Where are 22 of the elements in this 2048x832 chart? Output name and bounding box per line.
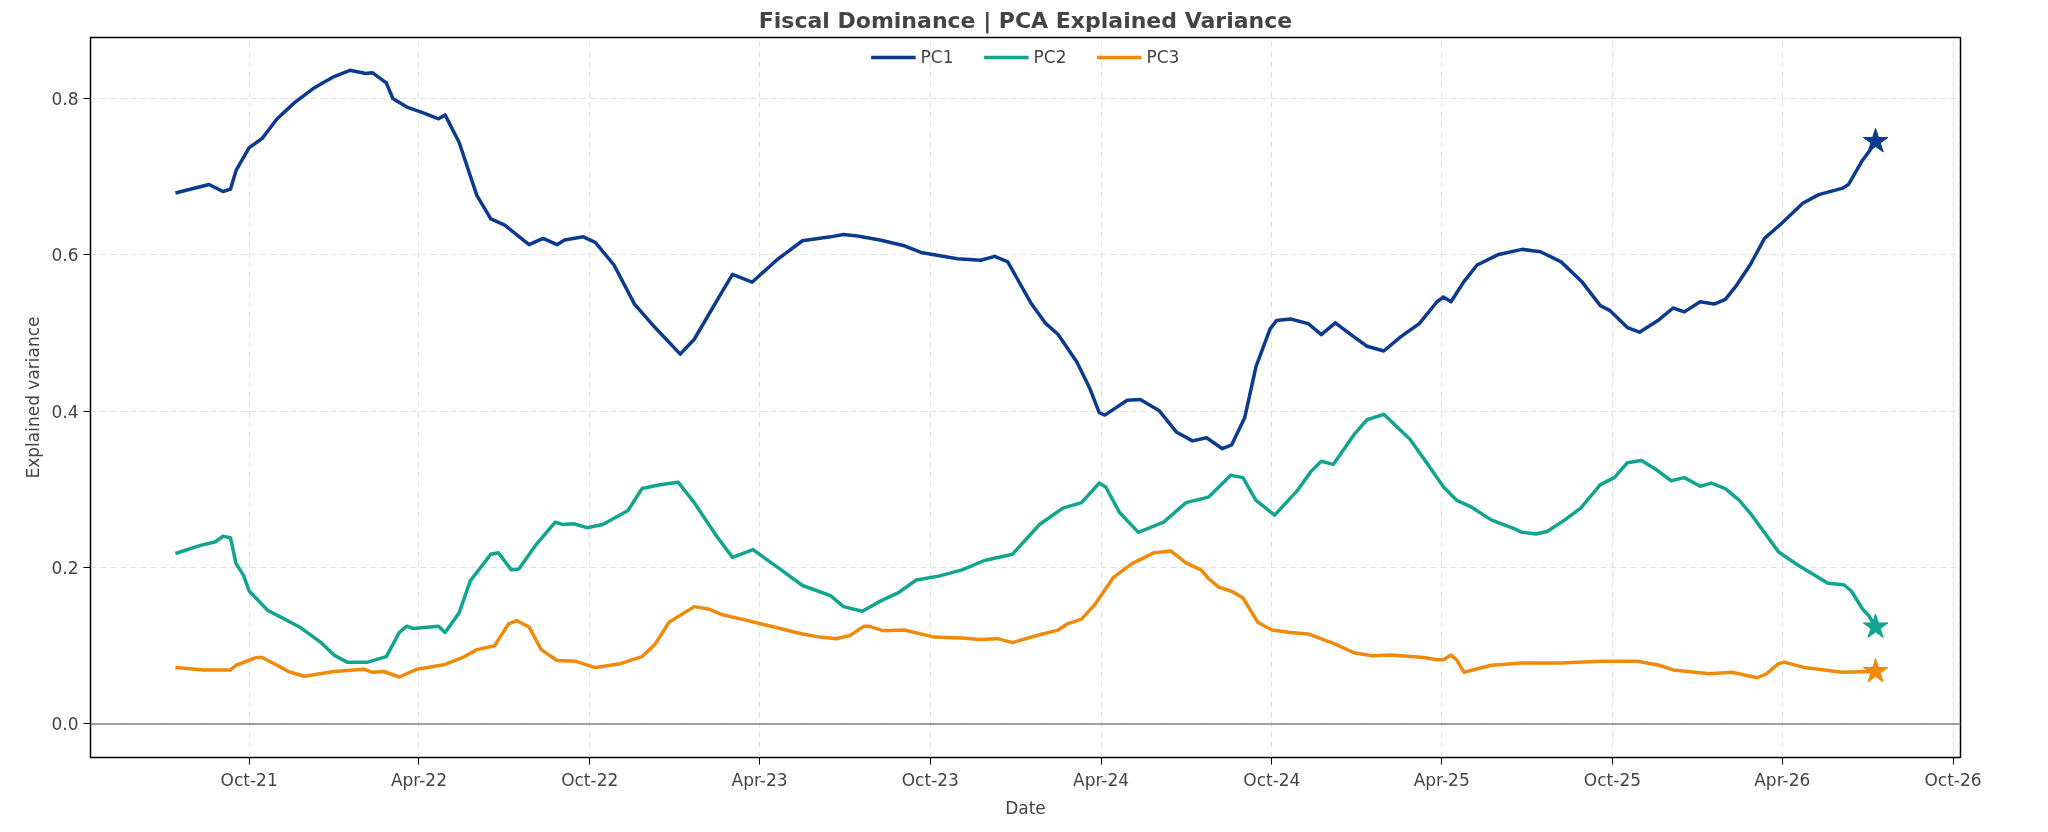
x-tick-label: Apr-24 [1073, 769, 1130, 790]
y-tick-label: 0.6 [51, 245, 79, 266]
x-axis-title: Date [1005, 797, 1046, 818]
legend-label: PC3 [1146, 47, 1180, 67]
y-tick-label: 0.8 [51, 88, 79, 109]
x-tick-label: Apr-23 [731, 769, 788, 790]
y-tick-label: 0.4 [51, 401, 79, 422]
y-tick-label: 0.0 [51, 714, 79, 735]
x-tick-label: Apr-26 [1754, 769, 1811, 790]
y-axis-title: Explained variance [23, 316, 44, 479]
x-tick-label: Oct-23 [901, 769, 959, 790]
x-tick-label: Oct-24 [1243, 769, 1301, 790]
x-tick-label: Apr-22 [390, 769, 448, 790]
x-tick-label: Oct-22 [561, 769, 619, 790]
x-tick-label: Oct-25 [1583, 769, 1642, 790]
legend-label: PC1 [920, 47, 954, 67]
x-tick-label: Apr-25 [1413, 769, 1470, 790]
y-tick-label: 0.2 [51, 558, 79, 579]
x-tick-label: Oct-26 [1924, 769, 1982, 790]
legend-label: PC2 [1033, 47, 1067, 67]
chart-title: Fiscal Dominance | PCA Explained Variance [758, 7, 1293, 34]
x-tick-label: Oct-21 [220, 769, 278, 790]
